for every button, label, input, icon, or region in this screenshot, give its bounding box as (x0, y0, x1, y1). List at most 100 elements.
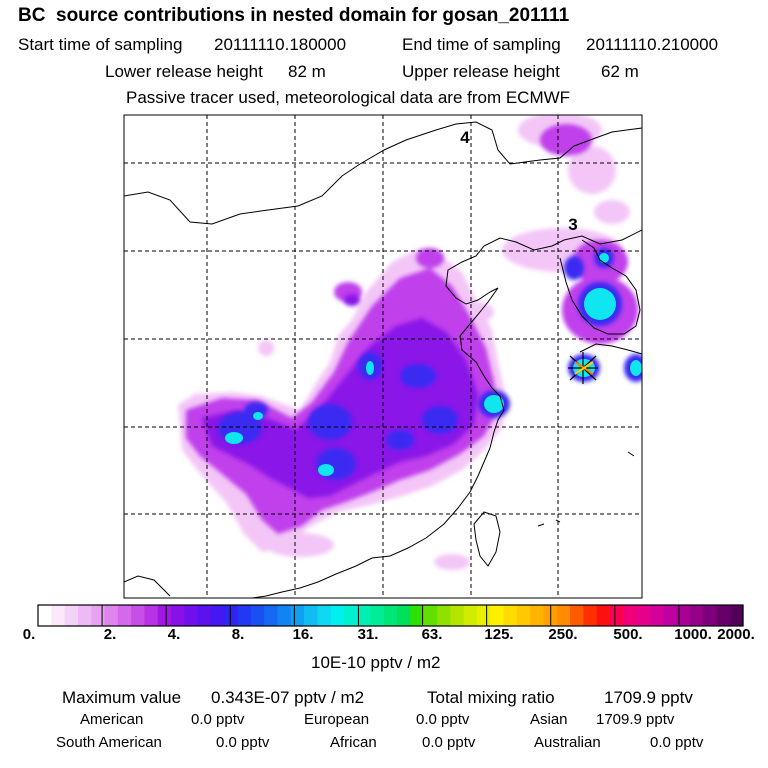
colorbar-swatch (144, 605, 159, 626)
receptor-marker (568, 352, 598, 384)
colorbar-tick-label: 0. (22, 626, 36, 643)
colorbar-swatch (224, 605, 239, 626)
colorbar-tick-label: 63. (421, 626, 443, 643)
colorbar-swatch (290, 605, 305, 626)
concentration-field (178, 115, 642, 570)
colorbar-swatch (131, 605, 146, 626)
colorbar-swatch (383, 605, 398, 626)
colorbar-swatch (197, 605, 212, 626)
colorbar-units: 10E-10 pptv / m2 (311, 653, 441, 672)
colorbar-swatch (476, 605, 491, 626)
colorbar-tick-label: 8. (231, 626, 245, 643)
region-value: 0.0 pptv (216, 734, 270, 751)
colorbar-swatch (689, 605, 704, 626)
colorbar-tick-label: 16. (292, 626, 314, 643)
end-time-value: 20111110.210000 (586, 35, 719, 54)
colorbar-swatch (51, 605, 66, 626)
colorbar-swatch (317, 605, 332, 626)
lower-release-value: 82 m (288, 62, 326, 81)
max-value-label: Maximum value (62, 688, 182, 707)
colorbar-swatch (623, 605, 638, 626)
colorbar-swatch (330, 605, 345, 626)
colorbar-swatch (264, 605, 279, 626)
total-mixing-label: Total mixing ratio (427, 688, 555, 707)
region-name: African (330, 734, 377, 751)
colorbar-swatch (729, 605, 744, 626)
colorbar-swatch (463, 605, 478, 626)
colorbar-swatch (503, 605, 518, 626)
tracer-note: Passive tracer used, meteorological data… (126, 88, 571, 107)
total-mixing-value: 1709.9 pptv (604, 688, 693, 707)
colorbar-swatch (184, 605, 199, 626)
colorbar-swatch (450, 605, 465, 626)
track-label-3: 3 (568, 215, 577, 234)
colorbar-tick-label: 250. (548, 626, 578, 643)
colorbar-swatch (649, 605, 664, 626)
colorbar-swatch (237, 605, 252, 626)
colorbar-swatch (104, 605, 119, 626)
colorbar-tick-label: 2. (103, 626, 117, 643)
colorbar-border (37, 604, 744, 627)
colorbar-swatch (609, 605, 624, 626)
start-time-label: Start time of sampling (18, 35, 183, 54)
map-frame (123, 114, 643, 599)
max-value: 0.343E-07 pptv / m2 (211, 688, 365, 707)
colorbar-swatch (676, 605, 691, 626)
colorbar-swatch (490, 605, 505, 626)
colorbar-swatch (38, 605, 52, 626)
region-value: 0.0 pptv (191, 711, 245, 728)
region-name: American (80, 711, 144, 728)
colorbar-swatch (210, 605, 225, 626)
colorbar-tick-label: 500. (613, 626, 643, 643)
colorbar-tick-label: 1000. (674, 626, 712, 643)
colorbar-tick-label: 31. (357, 626, 379, 643)
region-value: 0.0 pptv (416, 711, 470, 728)
colorbar-swatch (410, 605, 425, 626)
region-value: 0.0 pptv (650, 734, 704, 751)
colorbar-swatch (596, 605, 611, 626)
colorbar-swatch (663, 605, 678, 626)
colorbar-swatch (357, 605, 372, 626)
region-name: European (304, 711, 370, 728)
map-title: BC source contributions in nested domain… (18, 5, 570, 26)
colorbar-swatch (117, 605, 132, 626)
colorbar-swatch (343, 605, 358, 626)
colorbar-swatch (397, 605, 412, 626)
source-contribution-map: 4 3 (37, 114, 744, 627)
colorbar-swatch (423, 605, 438, 626)
colorbar-swatch (570, 605, 584, 626)
region-value: 1709.9 pptv (596, 711, 675, 728)
end-time-label: End time of sampling (402, 35, 561, 54)
colorbar-swatch (530, 605, 545, 626)
colorbar-swatch (703, 605, 717, 626)
track-label-4: 4 (460, 128, 470, 147)
colorbar-swatch (437, 605, 451, 626)
region-value: 0.0 pptv (422, 734, 476, 751)
region-name: Asian (530, 711, 568, 728)
colorbar-swatch (583, 605, 598, 626)
colorbar-tick-label: 4. (167, 626, 181, 643)
region-name: Australian (534, 734, 601, 751)
colorbar-tick-label: 125. (484, 626, 514, 643)
colorbar-swatch (171, 605, 185, 626)
colorbar-swatch (64, 605, 79, 626)
coastline (124, 121, 642, 598)
start-time-value: 20111110.180000 (214, 35, 347, 54)
lower-release-label: Lower release height (105, 62, 263, 81)
colorbar-swatch (250, 605, 265, 626)
lat-lon-grid (124, 115, 642, 598)
colorbar-tick-label: 2000. (717, 626, 755, 643)
upper-release-label: Upper release height (402, 62, 560, 81)
colorbar-swatch (556, 605, 571, 626)
colorbar-swatch (304, 605, 318, 626)
region-name: South American (56, 734, 162, 751)
colorbar-swatch (277, 605, 292, 626)
colorbar-swatch (370, 605, 385, 626)
colorbar-swatch (77, 605, 92, 626)
upper-release-value: 62 m (601, 62, 639, 81)
colorbar (38, 605, 744, 626)
colorbar-swatch (636, 605, 651, 626)
colorbar-swatch (716, 605, 731, 626)
colorbar-swatch (157, 605, 172, 626)
colorbar-swatch (91, 605, 106, 626)
